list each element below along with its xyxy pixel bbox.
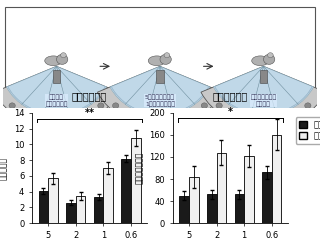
Bar (207, 194, 217, 223)
Legend: コントロール, 変異マウス: コントロール, 変異マウス (296, 117, 320, 144)
Text: 5つのうちどれか
1つでランプ点灯: 5つのうちどれか 1つでランプ点灯 (145, 95, 175, 107)
Circle shape (29, 115, 36, 120)
Circle shape (181, 115, 187, 120)
Bar (48, 178, 58, 223)
Circle shape (57, 54, 68, 64)
Y-axis label: 誤反応の数: 誤反応の数 (0, 156, 8, 180)
Ellipse shape (252, 56, 269, 66)
Circle shape (113, 103, 119, 108)
Text: *: * (228, 107, 233, 117)
Circle shape (77, 115, 84, 120)
Circle shape (201, 103, 207, 108)
Wedge shape (6, 66, 107, 115)
Title: 注意力の低下: 注意力の低下 (72, 91, 107, 101)
Circle shape (53, 119, 60, 125)
Circle shape (305, 103, 311, 108)
Text: 試行間の
インターバル: 試行間の インターバル (45, 95, 68, 107)
Circle shape (60, 53, 66, 58)
Ellipse shape (148, 56, 165, 66)
Circle shape (133, 115, 139, 120)
Bar (156, 71, 164, 83)
Bar (189, 177, 199, 223)
Circle shape (216, 103, 222, 108)
Ellipse shape (45, 56, 62, 66)
Circle shape (98, 103, 104, 108)
Wedge shape (213, 66, 314, 115)
Circle shape (284, 115, 291, 120)
Text: **: ** (84, 108, 95, 118)
Bar (262, 172, 272, 223)
Wedge shape (0, 66, 119, 127)
Bar (244, 156, 254, 223)
Circle shape (160, 54, 171, 64)
Wedge shape (201, 66, 320, 127)
Bar (272, 135, 281, 223)
Y-axis label: 衝動性反応の数: 衝動性反応の数 (135, 152, 144, 184)
Bar (235, 194, 244, 223)
Bar (66, 203, 76, 223)
Circle shape (260, 119, 267, 125)
Circle shape (268, 53, 273, 58)
Circle shape (164, 53, 170, 58)
Bar (180, 196, 189, 223)
Text: 報酬としてエサ
を与える: 報酬としてエサ を与える (250, 95, 276, 107)
Bar (131, 138, 140, 223)
Circle shape (236, 115, 243, 120)
Circle shape (157, 119, 163, 125)
Circle shape (9, 103, 15, 108)
Title: 衝動性の亢進: 衝動性の亢進 (213, 91, 248, 101)
Bar (76, 196, 85, 223)
Bar (103, 168, 113, 223)
Bar (121, 159, 131, 223)
Bar (53, 71, 60, 83)
Bar (217, 153, 226, 223)
Wedge shape (98, 66, 222, 127)
Bar (94, 197, 103, 223)
Bar (39, 191, 48, 223)
Bar (260, 71, 267, 83)
Circle shape (263, 54, 275, 64)
Wedge shape (110, 66, 210, 115)
